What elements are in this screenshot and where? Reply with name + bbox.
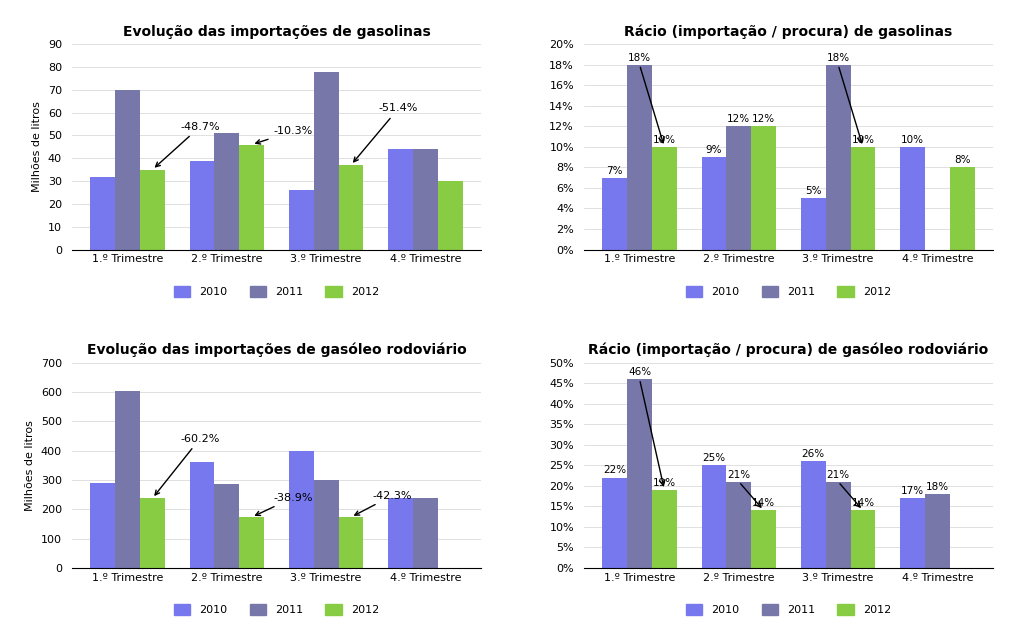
Text: -38.9%: -38.9% [256, 493, 313, 516]
Text: 25%: 25% [702, 453, 726, 463]
Bar [289, 451, 313, 568]
Bar [90, 483, 115, 568]
Bar [602, 478, 627, 568]
Legend: 2010, 2011, 2012: 2010, 2011, 2012 [169, 599, 384, 620]
Text: 10%: 10% [901, 135, 924, 144]
Text: 7%: 7% [606, 165, 623, 175]
Text: 21%: 21% [727, 469, 751, 480]
Bar [388, 149, 413, 249]
Title: Rácio (importação / procura) de gasóleo rodoviário: Rácio (importação / procura) de gasóleo … [589, 343, 988, 357]
Text: 10%: 10% [653, 135, 676, 144]
Bar [413, 149, 438, 249]
Bar [801, 198, 825, 249]
Bar [214, 484, 240, 568]
Bar [339, 517, 364, 568]
Bar [652, 147, 677, 249]
Bar [825, 481, 851, 568]
Bar [313, 480, 339, 568]
Title: Rácio (importação / procura) de gasolinas: Rácio (importação / procura) de gasolina… [625, 25, 952, 39]
Legend: 2010, 2011, 2012: 2010, 2011, 2012 [681, 281, 896, 302]
Bar [438, 181, 463, 249]
Bar [950, 167, 975, 249]
Bar [240, 144, 264, 249]
Bar [140, 498, 165, 568]
Bar [627, 379, 652, 568]
Bar [339, 165, 364, 249]
Y-axis label: Milhões de litros: Milhões de litros [26, 420, 35, 510]
Bar [115, 90, 140, 249]
Bar [240, 517, 264, 568]
Text: 26%: 26% [802, 449, 825, 459]
Bar [140, 170, 165, 249]
Legend: 2010, 2011, 2012: 2010, 2011, 2012 [169, 281, 384, 302]
Text: -60.2%: -60.2% [155, 433, 219, 495]
Bar [900, 147, 925, 249]
Text: 46%: 46% [628, 367, 651, 377]
Text: 22%: 22% [603, 466, 627, 476]
Text: 14%: 14% [851, 498, 874, 509]
Bar [602, 178, 627, 249]
Text: 14%: 14% [752, 498, 775, 509]
Bar [925, 494, 950, 568]
Text: 5%: 5% [805, 186, 821, 196]
Bar [752, 510, 776, 568]
Text: -10.3%: -10.3% [256, 126, 312, 144]
Text: 12%: 12% [727, 114, 751, 124]
Bar [900, 498, 925, 568]
Bar [388, 498, 413, 568]
Bar [189, 160, 214, 249]
Bar [214, 133, 240, 249]
Text: 19%: 19% [652, 478, 676, 488]
Bar [413, 498, 438, 568]
Legend: 2010, 2011, 2012: 2010, 2011, 2012 [681, 599, 896, 620]
Bar [726, 481, 752, 568]
Text: 18%: 18% [826, 52, 850, 62]
Text: 9%: 9% [706, 145, 722, 155]
Title: Evolução das importações de gasóleo rodoviário: Evolução das importações de gasóleo rodo… [87, 343, 466, 357]
Bar [115, 391, 140, 568]
Text: -48.7%: -48.7% [156, 122, 220, 167]
Bar [701, 465, 726, 568]
Bar [825, 65, 851, 249]
Text: 18%: 18% [628, 52, 651, 62]
Text: 21%: 21% [826, 469, 850, 480]
Title: Evolução das importações de gasolinas: Evolução das importações de gasolinas [123, 25, 430, 39]
Y-axis label: Milhões de litros: Milhões de litros [33, 102, 42, 192]
Bar [627, 65, 652, 249]
Bar [851, 147, 876, 249]
Text: 17%: 17% [901, 486, 925, 496]
Bar [851, 510, 876, 568]
Bar [652, 490, 677, 568]
Text: 10%: 10% [851, 135, 874, 144]
Text: -51.4%: -51.4% [353, 103, 418, 162]
Bar [801, 461, 825, 568]
Bar [752, 126, 776, 249]
Text: -42.3%: -42.3% [354, 490, 413, 515]
Bar [90, 177, 115, 249]
Bar [726, 126, 752, 249]
Bar [189, 463, 214, 568]
Text: 8%: 8% [954, 155, 971, 165]
Bar [289, 190, 313, 249]
Text: 18%: 18% [926, 482, 949, 492]
Bar [313, 71, 339, 249]
Text: 12%: 12% [752, 114, 775, 124]
Bar [701, 157, 726, 249]
